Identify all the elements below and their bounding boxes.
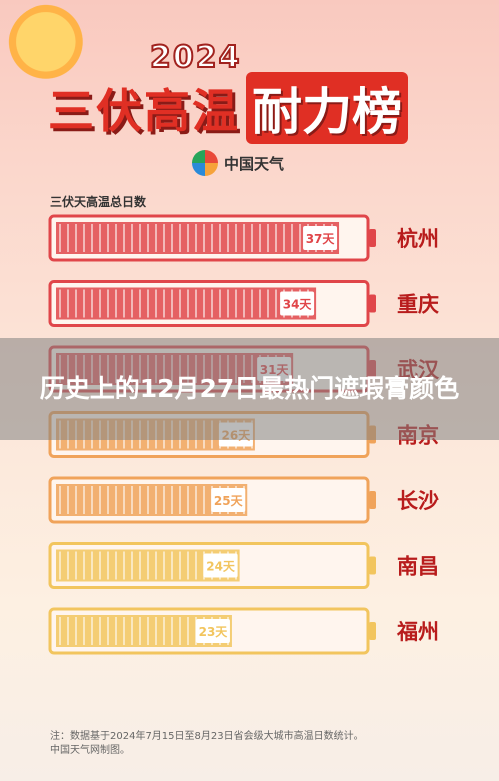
headline-text: 历史上的12月27日最热门遮瑕膏颜色	[39, 374, 460, 403]
weather-logo: 中国天气	[192, 150, 284, 176]
chart-title: 三伏天高温总日数	[50, 195, 147, 209]
title-part-2: 耐力榜	[246, 72, 408, 144]
weather-logo-text: 中国天气	[224, 154, 285, 173]
value-label-bg	[280, 291, 315, 316]
footer-line-2: 中国天气网制图。	[50, 745, 130, 756]
poster-year: 2024	[149, 39, 242, 76]
bar-value-label: 24天	[206, 560, 236, 574]
battery-terminal	[369, 622, 376, 640]
battery-bar-group: 25天 长沙	[48, 476, 439, 524]
value-label-bg	[303, 226, 338, 250]
battery-terminal	[369, 556, 376, 575]
city-label: 福州	[396, 620, 439, 644]
city-label: 重庆	[397, 293, 439, 317]
bar-value-label: 37天	[306, 232, 336, 246]
battery-terminal	[369, 294, 376, 313]
city-label: 杭州	[397, 227, 439, 251]
bar-fill	[56, 287, 317, 320]
value-label-bg	[211, 488, 246, 512]
battery-bar-group: 34天 重庆	[48, 280, 439, 327]
battery-bar-group: 37天 杭州	[48, 214, 439, 262]
bar-value-label: 34天	[283, 298, 313, 312]
battery-bar-group: 24天 南昌	[48, 542, 439, 589]
sun-illustration	[8, 4, 92, 88]
bar-value-label: 25天	[214, 494, 244, 508]
bar-value-label: 23天	[199, 625, 229, 639]
footer-note: 注：数据基于2024年7月15日至8月23日省会级大城市高温日数统计。 中国天气…	[50, 730, 470, 758]
battery-terminal	[369, 491, 376, 509]
footer-line-1: 注：数据基于2024年7月15日至8月23日省会级大城市高温日数统计。	[50, 731, 364, 742]
city-label: 长沙	[397, 489, 439, 513]
value-label-bg	[203, 553, 238, 578]
city-label: 南昌	[397, 555, 439, 579]
battery-terminal	[369, 229, 376, 247]
title-part-1: 三伏高温	[48, 84, 240, 138]
bar-fill	[56, 222, 340, 254]
battery-bar-group: 23天 福州	[48, 607, 439, 655]
weather-logo-icon	[192, 150, 218, 176]
value-label-bg	[195, 619, 230, 643]
headline-overlay: 历史上的12月27日最热门遮瑕膏颜色	[0, 338, 499, 440]
poster-title: 三伏高温 耐力榜	[48, 72, 408, 144]
